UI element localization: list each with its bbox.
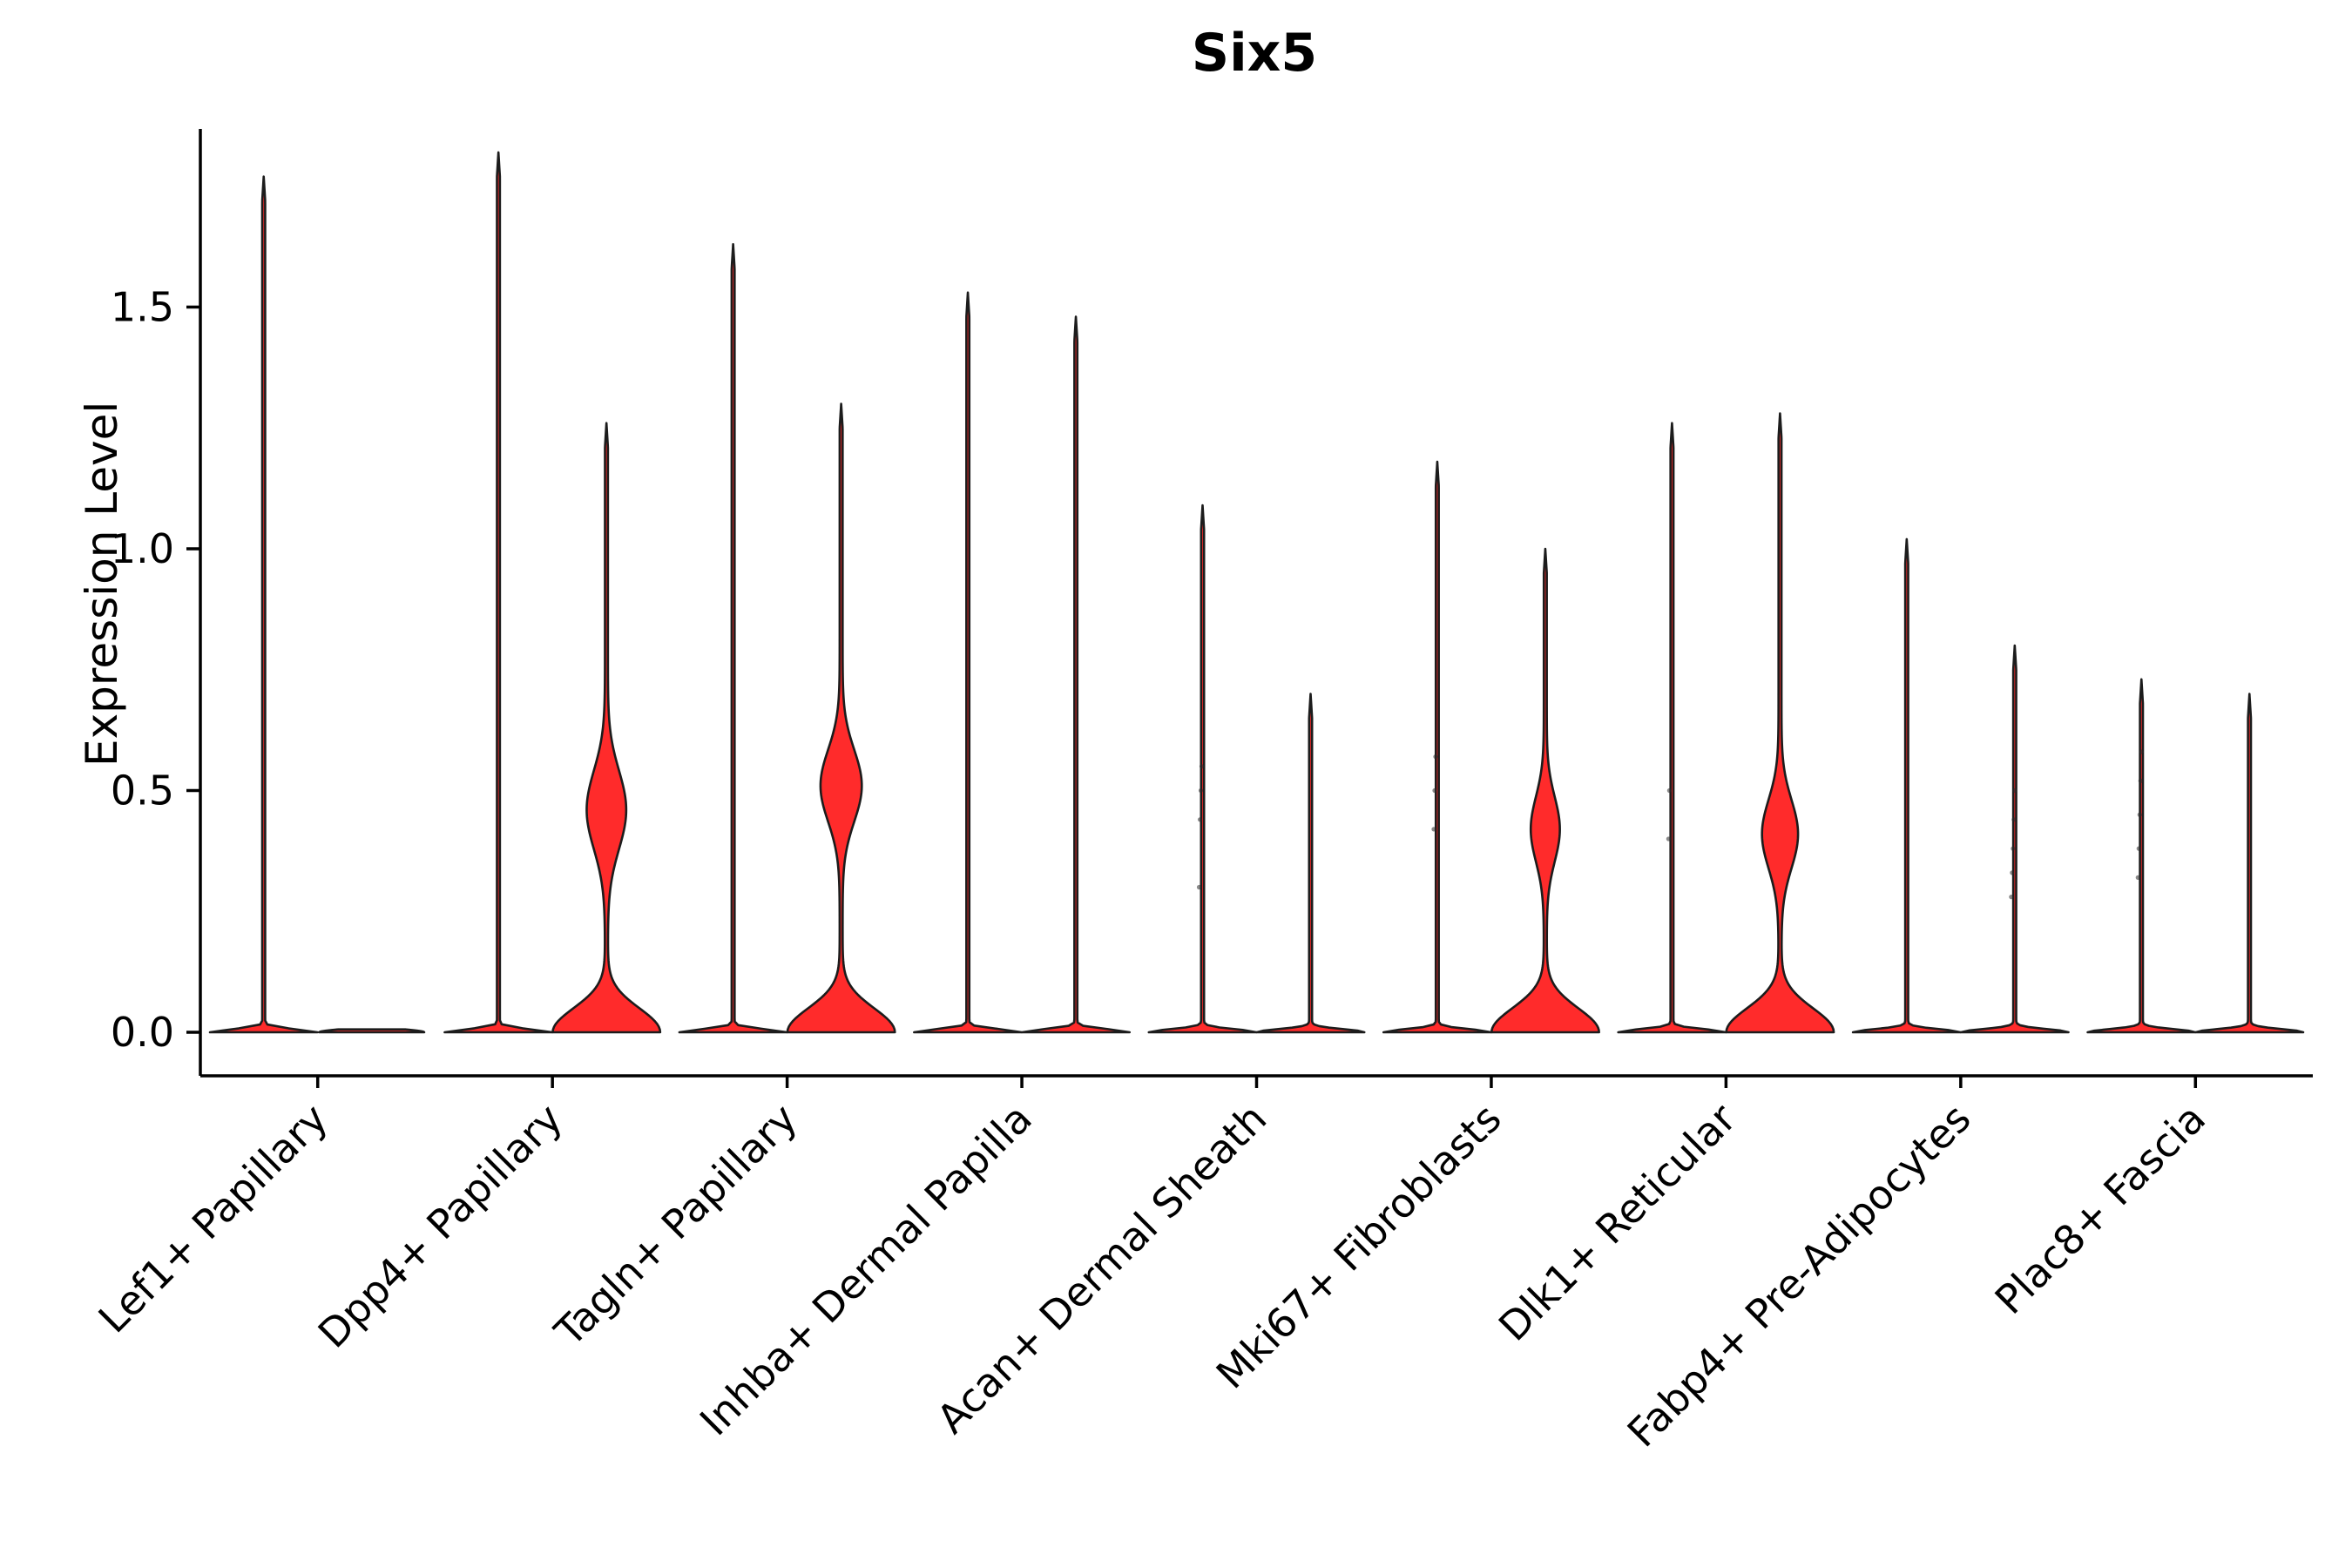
violin <box>318 1028 426 1034</box>
jitter-point <box>1666 787 1672 794</box>
x-tick-label: Dpp4+ Papillary <box>309 1095 571 1357</box>
jitter-point <box>1196 884 1202 890</box>
violin <box>1255 693 1366 1034</box>
violin <box>2086 678 2197 1034</box>
violin <box>1851 537 1962 1034</box>
x-tick-label: Tagln+ Papillary <box>545 1095 807 1356</box>
jitter-point <box>1199 764 1205 769</box>
violin <box>551 422 662 1034</box>
x-tick-label: Lef1+ Papillary <box>90 1095 337 1342</box>
y-tick-label: 1.0 <box>111 525 174 572</box>
violin <box>1147 504 1258 1034</box>
jitter-point <box>1432 787 1437 794</box>
violin <box>1021 315 1132 1034</box>
violin <box>2194 693 2305 1034</box>
jitter-point <box>2010 870 2015 875</box>
jitter-point <box>2138 778 2143 784</box>
violin <box>1617 422 1727 1034</box>
violin <box>678 243 788 1034</box>
x-tick-label: Dlk1+ Reticular <box>1490 1095 1745 1350</box>
violin <box>1382 460 1492 1034</box>
chart-title: Six5 <box>1191 23 1318 84</box>
jitter-point <box>2136 846 2141 851</box>
jitter-point <box>1197 817 1203 822</box>
violin <box>913 291 1024 1034</box>
jitter-point <box>1431 827 1436 832</box>
y-tick-label: 0.0 <box>111 1009 174 1056</box>
y-tick-label: 0.5 <box>111 767 174 814</box>
violin <box>1725 412 1835 1034</box>
jitter-point <box>2011 817 2017 822</box>
x-tick-label: Plac8+ Fascia <box>1986 1095 2214 1323</box>
violin <box>208 175 319 1034</box>
jitter-point <box>2139 749 2144 754</box>
jitter-point <box>1666 836 1671 841</box>
violin <box>1490 547 1600 1034</box>
violin <box>443 151 554 1034</box>
jitter-point <box>2011 846 2016 851</box>
jitter-point <box>2135 875 2140 881</box>
jitter-point <box>2137 812 2142 817</box>
jitter-point <box>2009 895 2014 900</box>
jitter-point <box>1433 754 1438 760</box>
jitter-point <box>2012 787 2017 794</box>
violin <box>786 402 896 1034</box>
violin <box>1959 644 2070 1034</box>
y-tick-label: 1.5 <box>111 284 174 331</box>
jitter-point <box>1198 787 1204 794</box>
